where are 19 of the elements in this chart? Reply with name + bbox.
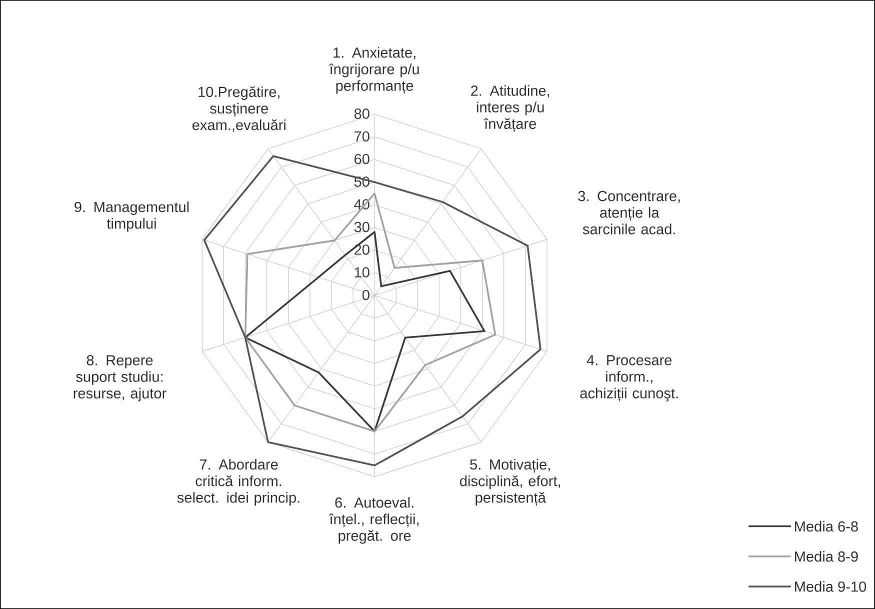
spoke-label: 5. Motivație, disciplină, efort, persistență (460, 458, 560, 506)
y-tick-label: 0 (362, 290, 370, 300)
y-tick-label: 10 (354, 267, 370, 278)
spoke-label: 1. Anxietate, îngrijorare p/u performanțe (328, 47, 419, 94)
y-tick-label: 60 (354, 154, 370, 164)
y-tick-label: 70 (354, 131, 370, 142)
legend-label: Media 9-10 (795, 581, 866, 592)
spoke-label: 8. Repere suport studiu: resurse, ajutor (74, 355, 166, 402)
spoke-label: 10.Pregătire, susținere exam.,evaluări (192, 86, 286, 132)
legend-label: Media 8-9 (795, 551, 858, 562)
y-tick-label: 80 (354, 108, 370, 119)
spoke-label: 3. Concentrare, atenție la sarcinile acad. (578, 190, 680, 234)
y-tick-label: 30 (354, 222, 370, 232)
legend-label: Media 6-8 (795, 520, 858, 532)
spoke-label: 6. Autoeval. înțel., reflecții, pregăt. ore (328, 497, 419, 544)
spoke-label: 4. Procesare inform., achiziții cunoşt. (580, 355, 678, 402)
spoke-label: 9. Managementul timpului (74, 201, 189, 232)
spoke-label: 2. Atitudine, interes p/u învățare (471, 85, 550, 132)
spoke-label: 7. Abordare critică inform. select. idei princip. (177, 458, 300, 506)
